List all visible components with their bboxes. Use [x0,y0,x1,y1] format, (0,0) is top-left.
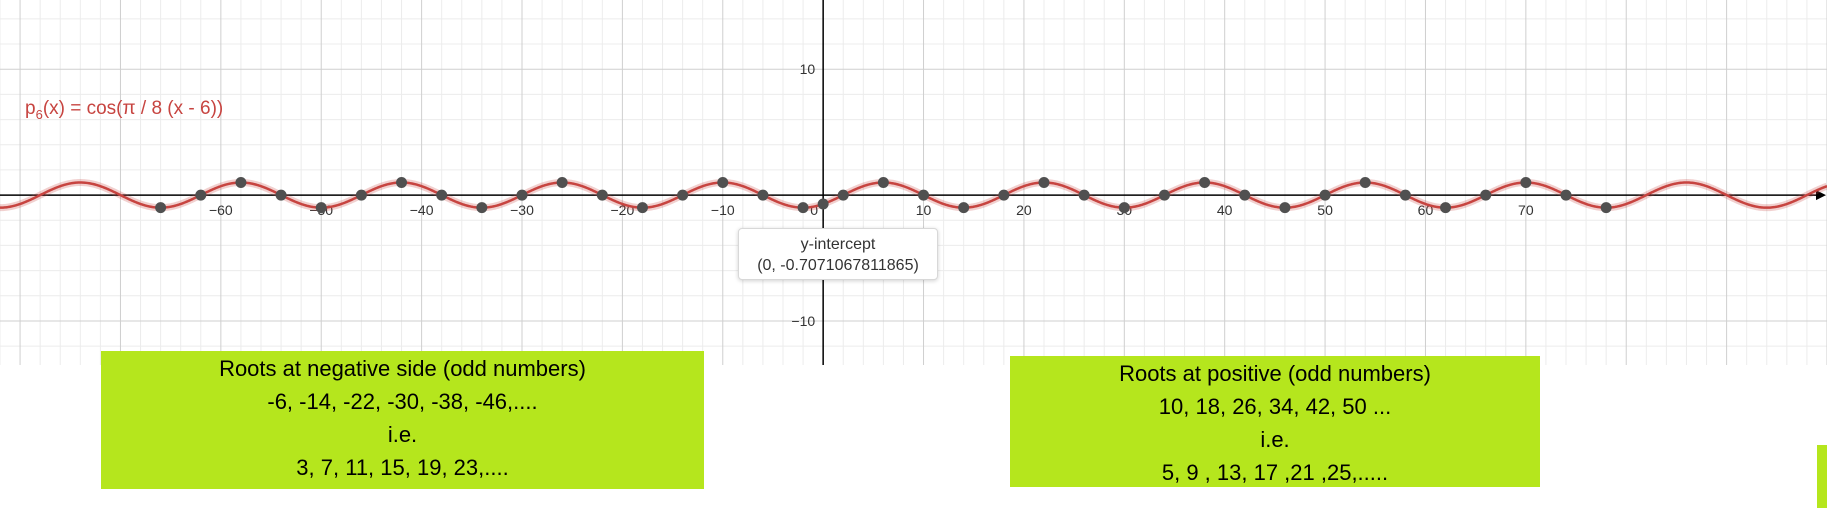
minimum-point [1118,202,1130,214]
root-point [1560,189,1572,201]
x-axis-arrow [1816,190,1826,201]
minimum-point [476,202,488,214]
root-point [436,189,448,201]
root-point [1399,189,1411,201]
maximum-point [717,177,729,188]
x-tick-label: −60 [209,202,233,218]
root-point [1319,189,1331,201]
positive-roots-ie: i.e. [1260,427,1290,452]
minimum-point [1600,202,1612,214]
minimum-point [1279,202,1291,214]
x-tick-label: −30 [510,202,534,218]
root-point [1078,189,1090,201]
x-tick-label: −10 [711,202,735,218]
x-tick-label: 40 [1217,202,1233,218]
root-point [1480,189,1492,201]
minimum-point [315,202,327,214]
root-point [837,189,849,201]
maximum-point [235,177,247,188]
x-tick-label: 10 [916,202,932,218]
x-tick-label: 20 [1016,202,1032,218]
y-tick-label: −10 [791,313,815,329]
positive-roots-values: 10, 18, 26, 34, 42, 50 ... [1158,394,1392,419]
negative-roots-values: -6, -14, -22, -30, -38, -46,.... [267,389,538,414]
minimum-point [636,202,648,214]
graph-canvas[interactable]: −60−50−40−30−20−1001020304050607010−10 [0,0,1827,365]
root-point [516,189,528,201]
y-intercept-point [817,198,829,210]
negative-roots-ie: i.e. [387,422,418,447]
root-point [998,189,1010,201]
x-tick-label: −40 [410,202,434,218]
negative-roots-odd-numbers: 3, 7, 11, 15, 19, 23,.... [296,455,509,480]
x-tick-label: 0 [810,202,818,218]
maximum-point [556,177,568,188]
maximum-point [1038,177,1050,188]
root-point [757,189,769,201]
y-intercept-tooltip: y-intercept (0, -0.7071067811865) [738,228,938,280]
minimum-point [1440,202,1452,214]
positive-roots-odd-numbers: 5, 9 , 13, 17 ,21 ,25,..... [1161,460,1389,485]
maximum-point [1199,177,1211,188]
function-label: p6(x) = cos(π / 8 (x - 6)) [25,98,224,122]
minimum-point [958,202,970,214]
root-point [355,189,367,201]
maximum-point [396,177,408,188]
root-point [195,189,207,201]
maximum-point [877,177,889,188]
negative-roots-heading: Roots at negative side (odd numbers) [219,356,586,381]
positive-roots-heading: Roots at positive (odd numbers) [1119,361,1431,386]
maximum-point [1359,177,1371,188]
root-point [1158,189,1170,201]
tooltip-title: y-intercept [800,236,876,253]
tooltip-value: (0, -0.7071067811865) [757,257,919,274]
graph-area[interactable]: −60−50−40−30−20−1001020304050607010−10 p… [0,0,1827,365]
root-point [275,189,287,201]
root-point [1239,189,1251,201]
minimum-point [155,202,167,214]
negative-roots-note: Roots at negative side (odd numbers) -6,… [101,351,704,489]
root-point [918,189,930,201]
x-tick-label: 50 [1317,202,1333,218]
y-tick-label: 10 [800,61,816,77]
root-point [677,189,689,201]
minimum-point [797,202,809,214]
maximum-point [1520,177,1532,188]
root-point [596,189,608,201]
positive-roots-note: Roots at positive (odd numbers) 10, 18, … [1010,356,1540,487]
x-tick-label: 70 [1518,202,1534,218]
green-edge-mark [1817,445,1827,508]
